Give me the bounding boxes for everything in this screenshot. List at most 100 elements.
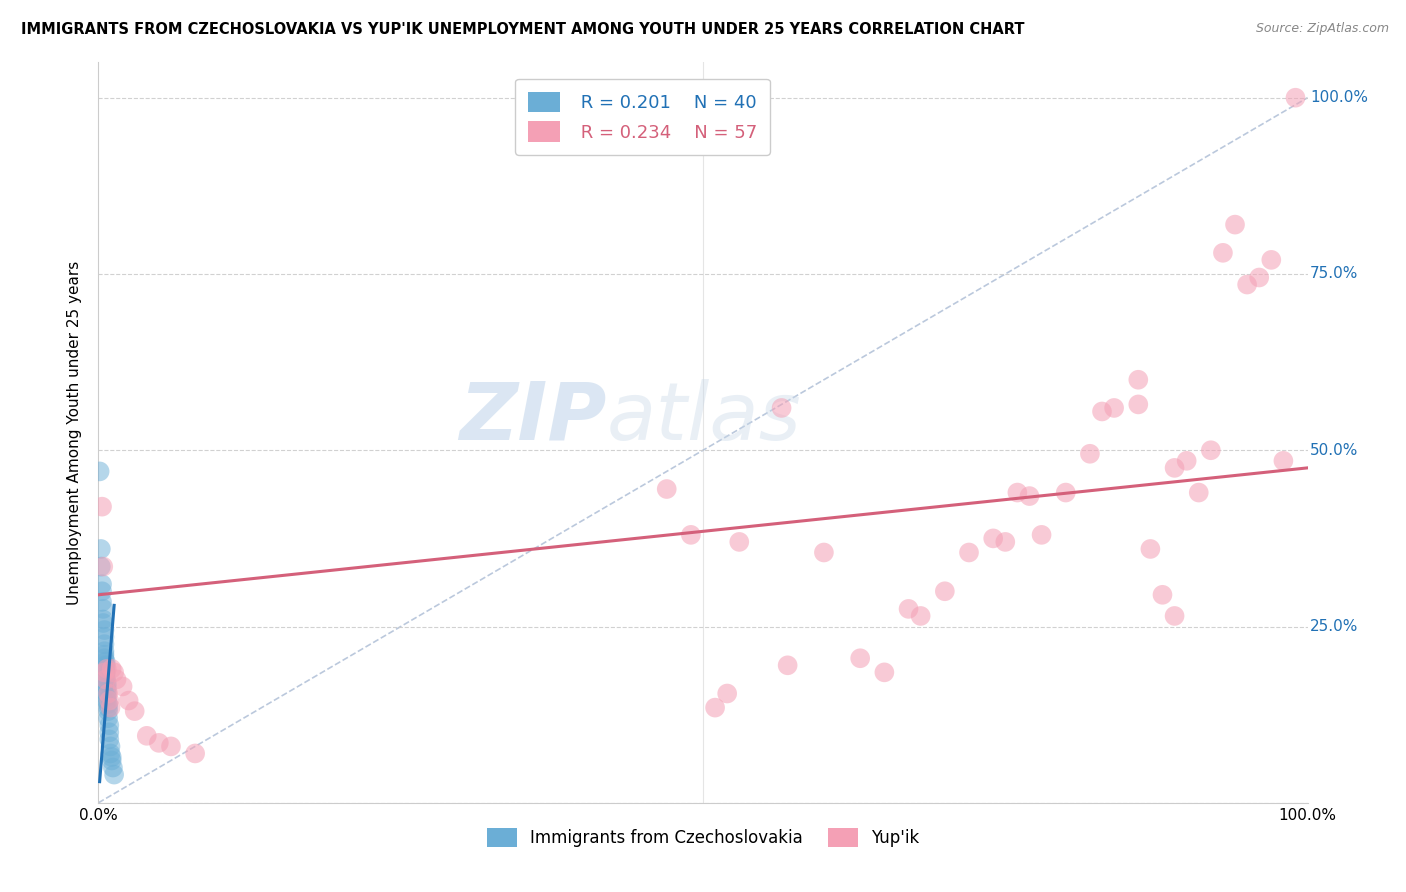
Point bbox=[97, 697, 120, 711]
Point bbox=[96, 693, 118, 707]
Point bbox=[101, 760, 124, 774]
Point bbox=[91, 584, 114, 599]
Point bbox=[1163, 609, 1185, 624]
Point bbox=[91, 577, 114, 591]
Point bbox=[93, 665, 115, 680]
Point bbox=[89, 464, 111, 478]
Point bbox=[91, 595, 114, 609]
Text: Source: ZipAtlas.com: Source: ZipAtlas.com bbox=[1256, 22, 1389, 36]
Point bbox=[1199, 443, 1222, 458]
Point bbox=[98, 718, 121, 732]
Point bbox=[1031, 528, 1053, 542]
Point bbox=[813, 545, 835, 559]
Y-axis label: Unemployment Among Youth under 25 years: Unemployment Among Youth under 25 years bbox=[67, 260, 83, 605]
Point bbox=[1054, 485, 1077, 500]
Point bbox=[679, 528, 702, 542]
Point bbox=[91, 612, 114, 626]
Point bbox=[1007, 485, 1029, 500]
Point bbox=[91, 615, 114, 630]
Point bbox=[1163, 461, 1185, 475]
Point bbox=[135, 729, 157, 743]
Text: 50.0%: 50.0% bbox=[1310, 442, 1358, 458]
Point bbox=[98, 725, 121, 739]
Point bbox=[118, 693, 141, 707]
Point bbox=[96, 676, 118, 690]
Point bbox=[103, 665, 125, 680]
Point bbox=[1139, 541, 1161, 556]
Point bbox=[93, 623, 115, 637]
Point bbox=[1236, 277, 1258, 292]
Point bbox=[957, 545, 980, 559]
Point bbox=[1152, 588, 1174, 602]
Point bbox=[1249, 270, 1271, 285]
Point bbox=[96, 690, 118, 704]
Point bbox=[94, 673, 117, 687]
Point bbox=[97, 711, 120, 725]
Point bbox=[98, 693, 121, 707]
Point bbox=[100, 662, 122, 676]
Point bbox=[105, 673, 128, 687]
Point bbox=[97, 704, 120, 718]
Point bbox=[93, 651, 115, 665]
Point bbox=[934, 584, 956, 599]
Point bbox=[96, 683, 118, 698]
Point bbox=[1018, 489, 1040, 503]
Point bbox=[716, 686, 738, 700]
Point bbox=[849, 651, 872, 665]
Legend: Immigrants from Czechoslovakia, Yup'ik: Immigrants from Czechoslovakia, Yup'ik bbox=[479, 822, 927, 854]
Point bbox=[90, 541, 112, 556]
Point bbox=[655, 482, 678, 496]
Point bbox=[1078, 447, 1101, 461]
Point bbox=[100, 700, 122, 714]
Point bbox=[1091, 404, 1114, 418]
Point bbox=[1260, 252, 1282, 267]
Point bbox=[103, 767, 125, 781]
Point bbox=[1128, 373, 1150, 387]
Point bbox=[93, 648, 115, 662]
Point bbox=[111, 680, 134, 694]
Text: 100.0%: 100.0% bbox=[1310, 90, 1368, 105]
Point bbox=[91, 500, 114, 514]
Point bbox=[98, 732, 121, 747]
Point bbox=[94, 665, 117, 680]
Point bbox=[100, 739, 122, 754]
Point bbox=[93, 637, 115, 651]
Point bbox=[184, 747, 207, 761]
Text: 75.0%: 75.0% bbox=[1310, 267, 1358, 282]
Point bbox=[994, 535, 1017, 549]
Point bbox=[90, 559, 112, 574]
Point bbox=[1272, 454, 1295, 468]
Point bbox=[91, 559, 114, 574]
Text: ZIP: ZIP bbox=[458, 379, 606, 457]
Text: 25.0%: 25.0% bbox=[1310, 619, 1358, 634]
Point bbox=[1212, 245, 1234, 260]
Point bbox=[96, 662, 118, 676]
Point bbox=[97, 686, 120, 700]
Point bbox=[770, 401, 793, 415]
Point bbox=[100, 747, 122, 761]
Point bbox=[94, 669, 117, 683]
Point bbox=[100, 750, 122, 764]
Point bbox=[897, 602, 920, 616]
Point bbox=[94, 673, 117, 687]
Point bbox=[100, 754, 122, 768]
Point bbox=[910, 609, 932, 624]
Point bbox=[96, 686, 118, 700]
Point bbox=[91, 602, 114, 616]
Text: atlas: atlas bbox=[606, 379, 801, 457]
Point bbox=[94, 658, 117, 673]
Point bbox=[94, 662, 117, 676]
Point bbox=[94, 655, 117, 669]
Point bbox=[96, 680, 118, 694]
Point bbox=[1175, 454, 1198, 468]
Point bbox=[160, 739, 183, 754]
Point bbox=[93, 644, 115, 658]
Point bbox=[124, 704, 146, 718]
Point bbox=[1223, 218, 1246, 232]
Text: IMMIGRANTS FROM CZECHOSLOVAKIA VS YUP'IK UNEMPLOYMENT AMONG YOUTH UNDER 25 YEARS: IMMIGRANTS FROM CZECHOSLOVAKIA VS YUP'IK… bbox=[21, 22, 1025, 37]
Point bbox=[728, 535, 751, 549]
Point bbox=[93, 630, 115, 644]
Point bbox=[776, 658, 799, 673]
Point bbox=[1102, 401, 1125, 415]
Point bbox=[981, 532, 1004, 546]
